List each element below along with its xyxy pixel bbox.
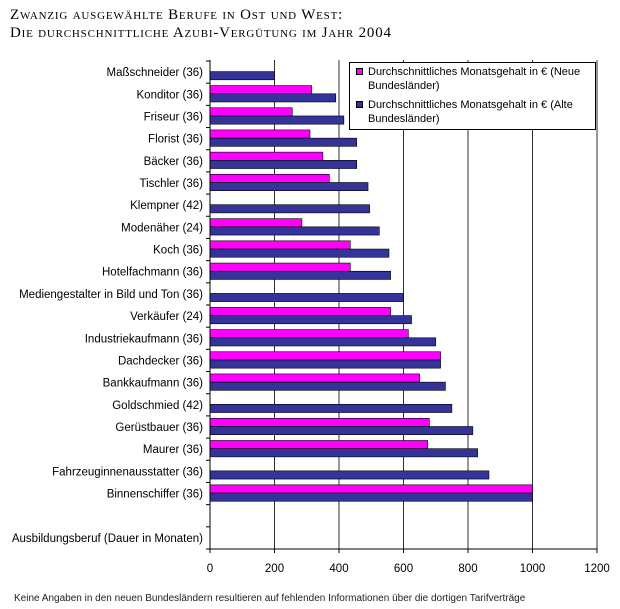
bar-series2-row7 <box>209 204 370 214</box>
category-label: Industriekaufmann (36) <box>85 333 203 345</box>
bar-series1-row10 <box>209 262 351 272</box>
bar-series2-row9 <box>209 248 390 258</box>
bars <box>209 71 533 502</box>
legend-label-neue-bundeslaender: Durchschnittliches Monatsgehalt in € (Ne… <box>368 66 581 92</box>
bar-series2-row4 <box>209 137 358 147</box>
category-label: Maßschneider (36) <box>106 67 203 79</box>
bar-series1-row18 <box>209 440 428 449</box>
bar-series1-row8 <box>209 218 303 228</box>
category-label: Florist (36) <box>148 134 203 146</box>
category-label: Mediengestalter in Bild und Ton (36) <box>19 289 203 301</box>
footnote: Keine Angaben in den neuen Bundesländern… <box>14 593 526 604</box>
category-label: Klempner (42) <box>130 200 203 212</box>
bar-series2-row20 <box>209 492 533 502</box>
chart-title-line-1: Zwanzig ausgewählte Berufe in Ost und We… <box>10 7 344 23</box>
category-label: Dachdecker (36) <box>118 355 203 367</box>
category-label: Hotelfachmann (36) <box>102 267 203 279</box>
x-tick-label: 600 <box>394 563 413 575</box>
category-label: Goldschmied (42) <box>112 400 203 412</box>
bar-series2-row16 <box>209 404 453 413</box>
category-label: Verkäufer (24) <box>130 311 203 323</box>
x-tick-label: 200 <box>265 563 284 575</box>
bar-series2-row17 <box>209 426 474 435</box>
bar-series2-row2 <box>209 93 337 103</box>
bar-series1-row13 <box>209 329 409 339</box>
bar-series2-row13 <box>209 337 437 347</box>
legend: Durchschnittliches Monatsgehalt in € (Ne… <box>349 62 596 130</box>
bar-series1-row5 <box>209 151 324 161</box>
bar-series2-row15 <box>209 381 446 391</box>
bar-series1-row17 <box>209 417 430 427</box>
legend-item-alte-bundeslaender: Durchschnittliches Monatsgehalt in € (Al… <box>356 98 591 126</box>
bar-series2-row6 <box>209 182 369 191</box>
bar-series1-row3 <box>209 107 293 117</box>
bar-series2-row10 <box>209 270 391 280</box>
category-label: Konditor (36) <box>137 89 204 101</box>
bar-series2-row12 <box>209 315 412 325</box>
category-label: Tischler (36) <box>140 178 204 190</box>
category-label: Gerüstbauer (36) <box>115 422 203 434</box>
legend-swatch-alte-bundeslaender <box>356 101 363 108</box>
x-tick-labels: 0 200 400 600 800 1000 1200 <box>207 563 610 575</box>
x-tick-label: 1200 <box>584 563 610 575</box>
bar-series1-row4 <box>209 129 311 139</box>
y-axis-title: Ausbildungsberuf (Dauer in Monaten) <box>12 533 203 545</box>
x-tick-label: 0 <box>207 563 213 575</box>
bar-series2-row11 <box>209 293 404 302</box>
legend-item-neue-bundeslaender: Durchschnittliches Monatsgehalt in € (Ne… <box>356 65 591 93</box>
bar-series2-row1 <box>209 71 275 81</box>
bar-series1-row14 <box>209 351 441 361</box>
bar-series1-row12 <box>209 307 391 316</box>
bar-series2-row5 <box>209 160 358 169</box>
legend-swatch-neue-bundeslaender <box>356 68 363 75</box>
category-label: Maurer (36) <box>143 444 203 456</box>
x-tick-label: 1000 <box>520 563 546 575</box>
bar-series1-row20 <box>209 484 533 494</box>
category-label: Bäcker (36) <box>144 156 204 168</box>
category-label: Modenäher (24) <box>121 222 203 234</box>
bar-series2-row8 <box>209 226 380 236</box>
bar-series1-row9 <box>209 240 351 250</box>
chart-title-line-2: Die durchschnittliche Azubi-Vergütung im… <box>10 25 392 41</box>
bar-series2-row18 <box>209 448 478 458</box>
category-label: Fahrzeuginnenausstatter (36) <box>52 466 203 478</box>
bar-series1-row6 <box>209 174 330 183</box>
bar-series1-row15 <box>209 373 420 383</box>
axes <box>206 60 598 553</box>
category-label: Friseur (36) <box>144 111 204 123</box>
legend-label-alte-bundeslaender: Durchschnittliches Monatsgehalt in € (Al… <box>368 99 573 125</box>
x-tick-label: 800 <box>458 563 477 575</box>
x-tick-label: 400 <box>329 563 348 575</box>
bar-series2-row19 <box>209 470 490 480</box>
bar-series2-row3 <box>209 115 345 125</box>
category-labels: Maßschneider (36) Konditor (36) Friseur (3… <box>19 67 203 500</box>
bar-series1-row2 <box>209 85 312 95</box>
chart-title: Zwanzig ausgewählte Berufe in Ost und We… <box>10 6 392 42</box>
category-label: Koch (36) <box>153 245 203 257</box>
category-label: Bankkaufmann (36) <box>103 378 204 390</box>
category-label: Binnenschiffer (36) <box>107 489 203 501</box>
bar-series2-row14 <box>209 359 441 369</box>
